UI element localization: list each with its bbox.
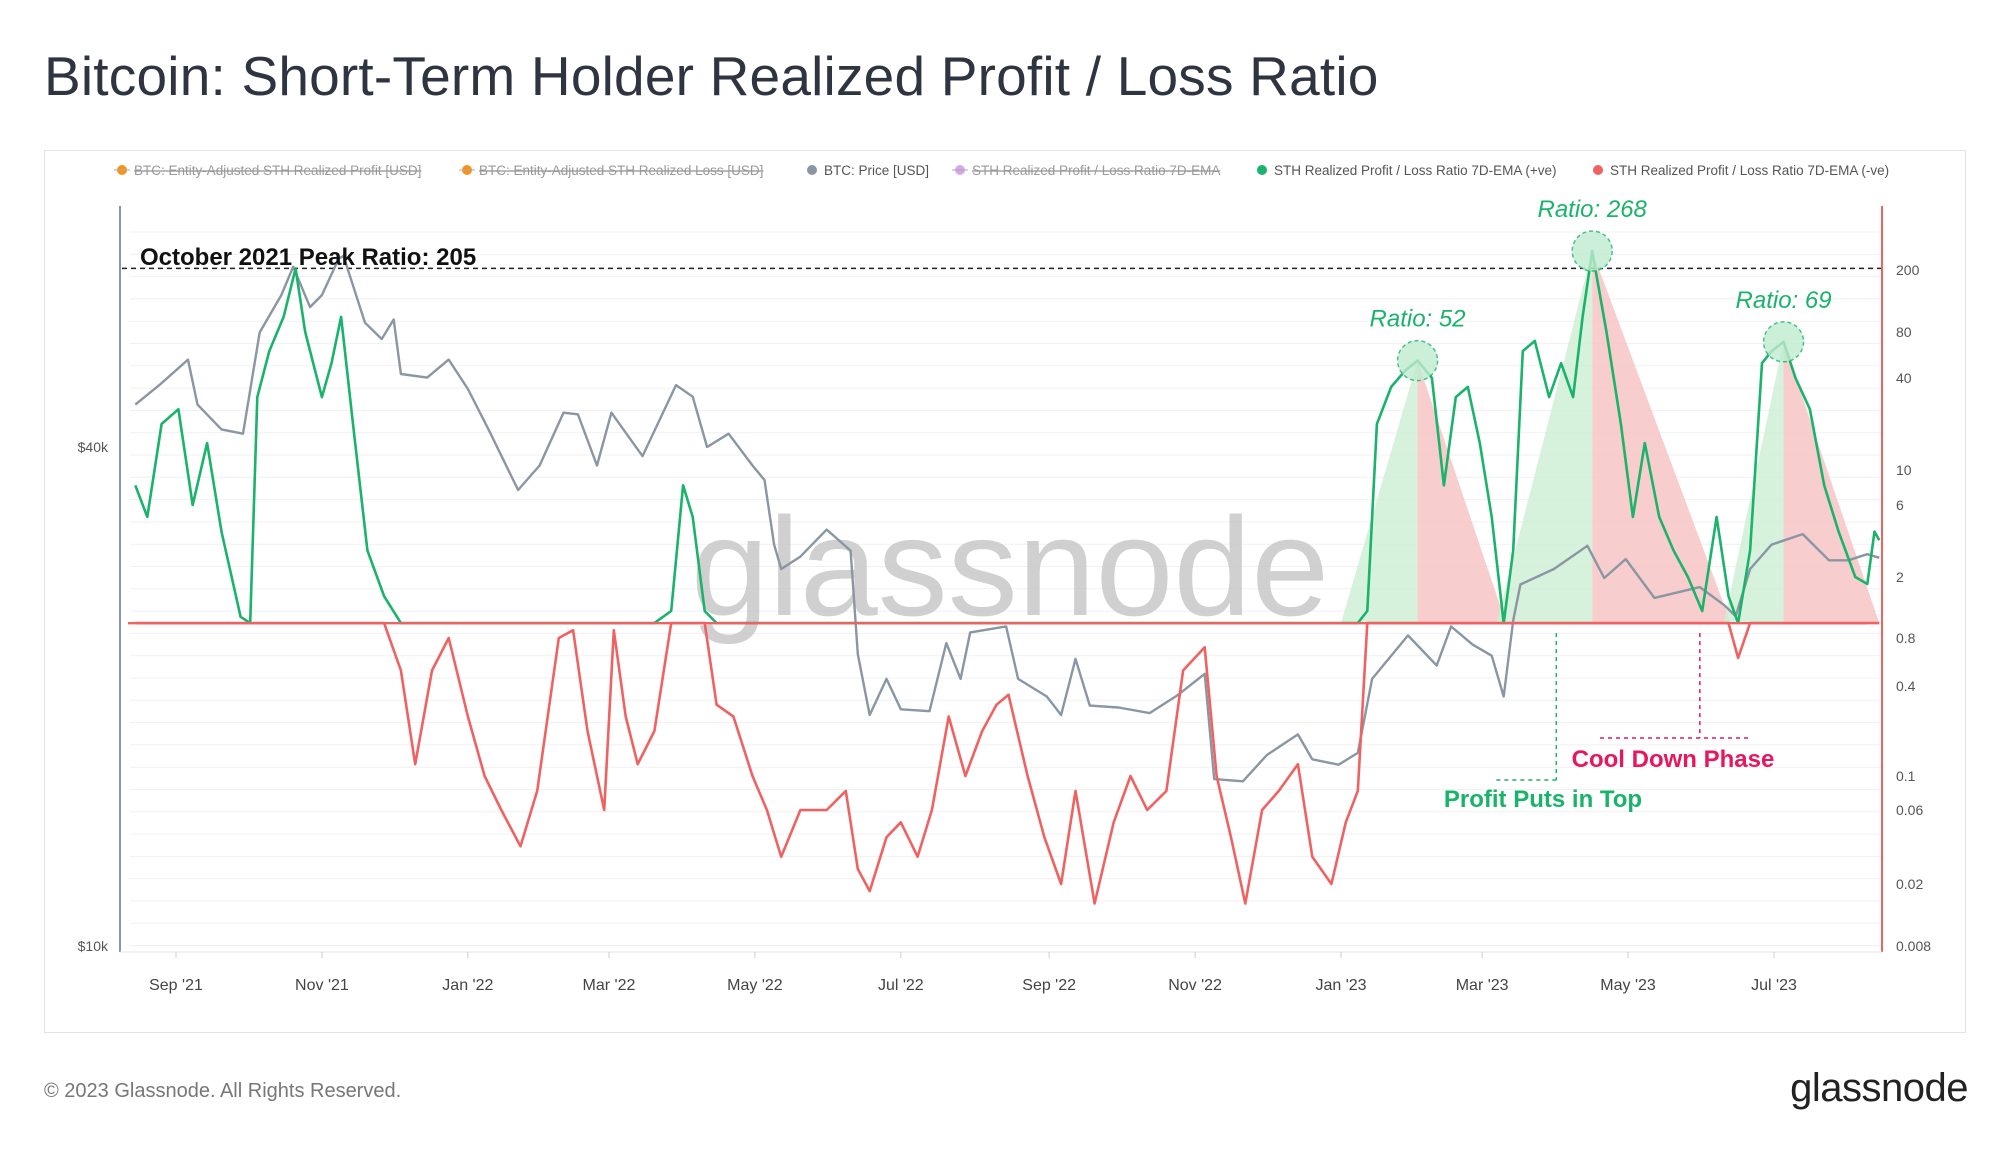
x-tick-label: Sep '22 — [1022, 977, 1076, 994]
price-line — [134, 254, 1880, 783]
legend-item: STH Realized Profit / Loss Ratio 7D-EMA — [952, 163, 1220, 178]
legend-item: BTC: Entity-Adjusted STH Realized Profit… — [114, 163, 421, 178]
page-title: Bitcoin: Short-Term Holder Realized Prof… — [44, 45, 1379, 107]
right-tick-label: 0.008 — [1896, 938, 1931, 954]
profit-phase-shade — [1496, 250, 1593, 624]
legend-label: STH Realized Profit / Loss Ratio 7D-EMA — [972, 163, 1220, 178]
footer-copyright: © 2023 Glassnode. All Rights Reserved. — [44, 1080, 402, 1102]
right-tick-label: 200 — [1896, 262, 1920, 278]
right-tick-label: 0.4 — [1896, 678, 1916, 694]
legend-item: STH Realized Profit / Loss Ratio 7D-EMA … — [1593, 163, 1889, 178]
legend-label: BTC: Price [USD] — [824, 163, 929, 178]
right-tick-label: 0.8 — [1896, 630, 1916, 646]
ratio-peak-circle — [1762, 321, 1805, 363]
watermark: glassnode — [691, 488, 1329, 645]
x-tick-label: Sep '21 — [149, 977, 203, 994]
legend-swatch — [1593, 165, 1603, 175]
x-tick-label: May '23 — [1600, 977, 1656, 994]
ratio-peak-circle — [1396, 339, 1439, 382]
cooldown-phase-shade — [1783, 341, 1880, 624]
x-tick-label: Jul '23 — [1751, 977, 1797, 994]
legend-label: BTC: Entity-Adjusted STH Realized Loss [… — [479, 163, 763, 178]
annotations: October 2021 Peak Ratio: 205 Ratio: 52 Rat… — [140, 196, 1832, 813]
legend-label: BTC: Entity-Adjusted STH Realized Profit… — [134, 163, 421, 178]
footer-logo: glassnode — [1790, 1066, 1968, 1110]
annotation-cooldown: Cool Down Phase — [1572, 746, 1775, 773]
annotation-ratio-label: Ratio: 268 — [1537, 196, 1647, 223]
profit-phase-shade — [1341, 360, 1418, 624]
left-tick-label: $40k — [78, 439, 109, 455]
chart-frame — [44, 150, 1966, 1033]
annotation-profit-top: Profit Puts in Top — [1444, 786, 1642, 813]
x-tick-label: Jan '23 — [1315, 977, 1366, 994]
x-tick-label: Mar '22 — [583, 977, 636, 994]
x-tick-label: Jul '22 — [878, 977, 924, 994]
x-tick-label: Nov '22 — [1168, 977, 1222, 994]
right-tick-label: 6 — [1896, 497, 1904, 513]
legend-item: BTC: Price [USD] — [807, 163, 929, 178]
ratio-series — [128, 249, 1881, 905]
annotation-ratio-label: Ratio: 52 — [1370, 306, 1466, 333]
right-tick-label: 2 — [1896, 569, 1904, 585]
right-tick-label: 80 — [1896, 324, 1912, 340]
legend-label: STH Realized Profit / Loss Ratio 7D-EMA … — [1274, 163, 1556, 178]
cooldown-phase-shade — [1592, 250, 1731, 624]
right-tick-label: 10 — [1896, 462, 1912, 478]
annotation-peak-ratio: October 2021 Peak Ratio: 205 — [140, 244, 476, 271]
legend-item: BTC: Entity-Adjusted STH Realized Loss [… — [459, 163, 763, 178]
legend: BTC: Entity-Adjusted STH Realized Profit… — [114, 163, 1889, 178]
right-tick-label: 0.06 — [1896, 802, 1923, 818]
x-tick-label: Mar '23 — [1456, 977, 1509, 994]
legend-swatch — [807, 165, 817, 175]
cooldown-phase-shade — [1417, 360, 1507, 624]
right-tick-label: 40 — [1896, 370, 1912, 386]
x-tick-label: Jan '22 — [442, 977, 493, 994]
shaded-phases — [1341, 250, 1880, 624]
annotation-ratio-label: Ratio: 69 — [1736, 287, 1832, 314]
axes: $40k $10k 200 80 40 10 6 2 0.8 0.4 0.1 0.06 0.02 0.00… — [78, 206, 1931, 994]
x-tick-label: Nov '21 — [295, 977, 349, 994]
ratio-peak-circle — [1571, 230, 1613, 272]
legend-item: STH Realized Profit / Loss Ratio 7D-EMA … — [1257, 163, 1556, 178]
legend-label: STH Realized Profit / Loss Ratio 7D-EMA … — [1610, 163, 1889, 178]
left-tick-label: $10k — [78, 938, 109, 954]
right-tick-label: 0.02 — [1896, 876, 1923, 892]
right-tick-label: 0.1 — [1896, 768, 1916, 784]
price-series — [134, 254, 1880, 783]
legend-swatch — [1257, 165, 1267, 175]
grid-lines — [130, 231, 1882, 947]
x-tick-label: May '22 — [727, 977, 783, 994]
